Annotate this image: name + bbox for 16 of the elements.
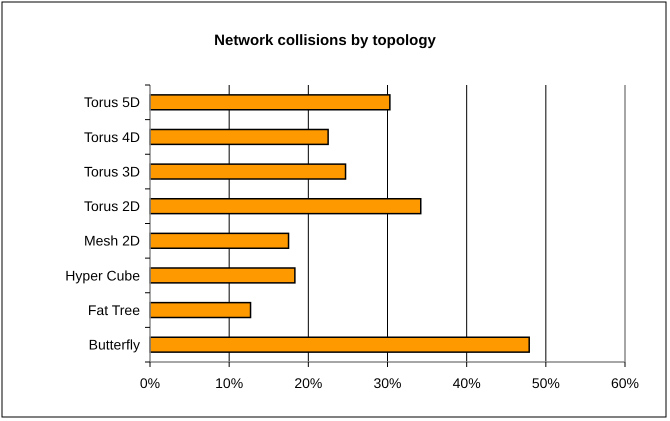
x-tick-label: 30% <box>373 375 402 391</box>
y-tick-label: Hyper Cube <box>65 267 140 284</box>
y-tick-label: Fat Tree <box>88 302 140 318</box>
y-tick-label: Mesh 2D <box>84 232 140 249</box>
x-tick-label: 20% <box>294 375 322 391</box>
chart-title: Network collisions by topology <box>214 32 436 49</box>
x-tick-label: 40% <box>452 375 481 391</box>
y-tick-label: Butterfly <box>88 336 140 353</box>
x-tick-label: 0% <box>140 375 160 391</box>
y-tick-label: Torus 3D <box>84 163 140 180</box>
x-tick-label: 10% <box>215 375 244 391</box>
x-tick-label: 50% <box>532 375 560 391</box>
y-tick-label: Torus 5D <box>84 94 140 110</box>
y-tick-label: Torus 2D <box>84 198 140 214</box>
x-tick-label: 60% <box>610 375 640 391</box>
y-tick-label: Torus 4D <box>84 128 140 145</box>
